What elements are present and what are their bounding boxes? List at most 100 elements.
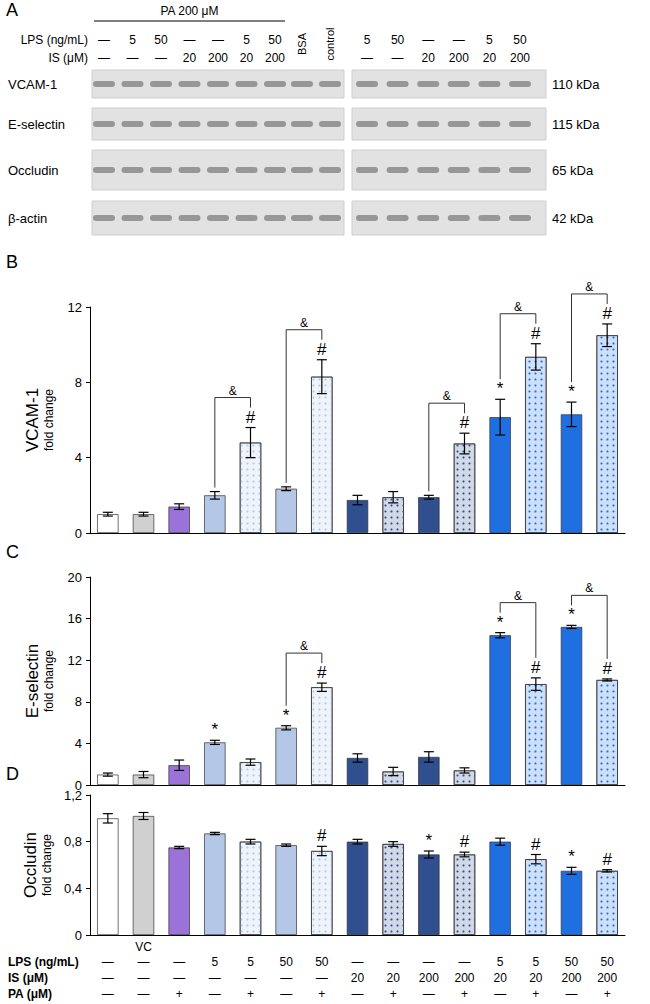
svg-text:#: # — [531, 324, 541, 343]
svg-text:IS (μM): IS (μM) — [48, 51, 88, 65]
svg-text:+: + — [390, 987, 397, 1001]
svg-text:12: 12 — [68, 300, 82, 315]
svg-text:control: control — [324, 27, 336, 60]
svg-text:4: 4 — [75, 450, 82, 465]
svg-text:—: — — [423, 987, 435, 1001]
svg-text:B: B — [6, 252, 18, 272]
svg-text:200: 200 — [561, 971, 581, 985]
svg-text:LPS (ng/mL): LPS (ng/mL) — [21, 33, 88, 47]
svg-text:—: — — [422, 33, 434, 47]
svg-text:200: 200 — [208, 51, 228, 65]
svg-text:*: * — [426, 831, 433, 850]
svg-text:*: * — [212, 720, 219, 739]
svg-text:+: + — [461, 987, 468, 1001]
svg-text:115 kDa: 115 kDa — [552, 117, 600, 132]
svg-text:#: # — [460, 413, 470, 432]
svg-text:110 kDa: 110 kDa — [552, 77, 600, 92]
svg-text:#: # — [460, 832, 470, 851]
svg-text:—: — — [459, 955, 471, 969]
svg-text:1,2: 1,2 — [64, 788, 82, 803]
svg-text:50: 50 — [279, 955, 293, 969]
svg-text:&: & — [443, 389, 451, 403]
svg-text:LPS (ng/mL): LPS (ng/mL) — [8, 955, 79, 969]
svg-text:—: — — [209, 971, 221, 985]
svg-text:20: 20 — [422, 51, 436, 65]
svg-text:—: — — [138, 987, 150, 1001]
svg-text:—: — — [209, 987, 221, 1001]
svg-text:—: — — [184, 33, 196, 47]
svg-text:PA (μM): PA (μM) — [8, 987, 52, 1001]
svg-text:0: 0 — [75, 526, 82, 541]
svg-text:200: 200 — [454, 971, 474, 985]
svg-text:—: — — [387, 955, 399, 969]
svg-text:—: — — [280, 971, 292, 985]
svg-text:—: — — [212, 33, 224, 47]
svg-text:5: 5 — [247, 955, 254, 969]
svg-text:—: — — [127, 51, 139, 65]
svg-text:—: — — [352, 955, 364, 969]
svg-text:—: — — [138, 955, 150, 969]
svg-text:C: C — [6, 542, 19, 562]
svg-text:5: 5 — [497, 955, 504, 969]
svg-text:0,4: 0,4 — [64, 881, 82, 896]
svg-text:—: — — [316, 971, 328, 985]
svg-text:*: * — [497, 379, 504, 398]
svg-text:#: # — [531, 835, 541, 854]
svg-text:+: + — [532, 987, 539, 1001]
svg-text:E-selectin: E-selectin — [23, 644, 42, 719]
svg-text:50: 50 — [600, 955, 614, 969]
svg-text:—: — — [423, 955, 435, 969]
svg-text:5: 5 — [486, 33, 493, 47]
svg-text:—: — — [98, 33, 110, 47]
svg-text:5: 5 — [129, 33, 136, 47]
svg-text:&: & — [585, 280, 593, 294]
svg-text:Occludin: Occludin — [8, 163, 59, 178]
svg-text:VCAM-1: VCAM-1 — [23, 388, 42, 452]
svg-text:A: A — [6, 0, 18, 20]
svg-text:&: & — [229, 384, 237, 398]
svg-text:20: 20 — [529, 971, 543, 985]
svg-text:200: 200 — [597, 971, 617, 985]
svg-text:E-selectin: E-selectin — [8, 117, 65, 132]
svg-text:#: # — [531, 658, 541, 677]
svg-text:5: 5 — [532, 955, 539, 969]
svg-text:+: + — [176, 987, 183, 1001]
svg-text:+: + — [318, 987, 325, 1001]
svg-text:0: 0 — [75, 928, 82, 943]
svg-text:*: * — [568, 847, 575, 866]
svg-text:—: — — [138, 971, 150, 985]
svg-text:50: 50 — [268, 33, 282, 47]
svg-text:*: * — [568, 605, 575, 624]
svg-text:—: — — [453, 33, 465, 47]
svg-text:&: & — [300, 316, 308, 330]
svg-text:#: # — [602, 304, 612, 323]
svg-text:—: — — [352, 987, 364, 1001]
svg-text:5: 5 — [211, 955, 218, 969]
svg-text:&: & — [514, 589, 522, 603]
svg-text:fold change: fold change — [40, 834, 54, 896]
svg-text:—: — — [173, 955, 185, 969]
svg-text:5: 5 — [243, 33, 250, 47]
svg-text:—: — — [155, 51, 167, 65]
svg-text:*: * — [497, 613, 504, 632]
svg-text:20: 20 — [240, 51, 254, 65]
svg-text:20: 20 — [68, 570, 82, 585]
svg-text:—: — — [361, 51, 373, 65]
svg-text:50: 50 — [154, 33, 168, 47]
svg-text:20: 20 — [493, 971, 507, 985]
svg-text:&: & — [514, 300, 522, 314]
svg-text:fold change: fold change — [42, 650, 56, 712]
svg-text:—: — — [494, 987, 506, 1001]
svg-text:—: — — [280, 987, 292, 1001]
svg-text:#: # — [246, 408, 256, 427]
svg-text:4: 4 — [75, 736, 82, 751]
svg-text:—: — — [173, 971, 185, 985]
svg-text:VCAM-1: VCAM-1 — [8, 77, 57, 92]
svg-text:Occludin: Occludin — [21, 832, 40, 898]
svg-text:#: # — [317, 340, 327, 359]
svg-text:#: # — [317, 826, 327, 845]
svg-text:5: 5 — [364, 33, 371, 47]
svg-text:D: D — [6, 764, 19, 784]
svg-text:#: # — [317, 663, 327, 682]
svg-text:*: * — [283, 706, 290, 725]
